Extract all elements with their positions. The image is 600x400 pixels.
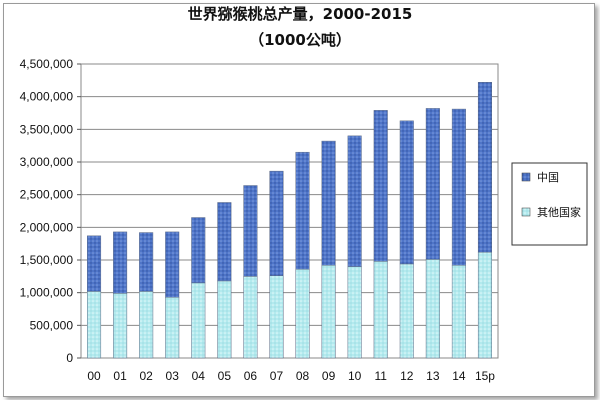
- bar-other-13: [425, 259, 440, 359]
- x-tick-label: 14: [452, 369, 466, 383]
- x-tick-label: 05: [218, 369, 232, 383]
- x-tick-label: 01: [113, 369, 127, 383]
- x-tick-label: 13: [426, 369, 440, 383]
- x-tick-label: 15p: [475, 369, 495, 383]
- bar-china-01: [113, 231, 128, 294]
- bar-china-15p: [477, 82, 492, 253]
- x-tick-label: 08: [296, 369, 310, 383]
- bar-other-00: [87, 291, 102, 359]
- bar-china-12: [399, 120, 414, 265]
- bar-other-05: [217, 280, 232, 359]
- y-tick-label: 0: [66, 351, 73, 365]
- bar-other-15p: [477, 251, 492, 359]
- bar-other-12: [399, 263, 414, 359]
- bar-china-03: [165, 231, 180, 298]
- y-tick-label: 3,500,000: [20, 122, 74, 136]
- x-tick-label: 06: [244, 369, 258, 383]
- y-tick-label: 2,500,000: [20, 188, 74, 202]
- x-tick-label: 03: [166, 369, 180, 383]
- bar-other-04: [191, 282, 206, 359]
- bar-other-06: [243, 276, 258, 359]
- x-tick-label: 00: [87, 369, 101, 383]
- bar-other-09: [321, 264, 336, 359]
- y-tick-label: 1,000,000: [20, 286, 74, 300]
- legend-label: 其他国家: [537, 205, 581, 219]
- bar-other-01: [113, 293, 128, 359]
- chart-title: 世界猕猴桃总产量，2000-2015: [187, 5, 413, 23]
- x-tick-label: 11: [374, 369, 387, 383]
- bar-other-08: [295, 268, 310, 359]
- bar-other-07: [269, 275, 284, 359]
- y-tick-label: 4,000,000: [20, 90, 74, 104]
- bar-china-11: [373, 110, 388, 262]
- bar-other-03: [165, 296, 180, 359]
- x-tick-label: 10: [348, 369, 362, 383]
- bar-china-10: [347, 135, 362, 267]
- x-tick-label: 04: [192, 369, 206, 383]
- bar-other-11: [373, 261, 388, 359]
- bar-china-14: [451, 108, 466, 266]
- bar-china-09: [321, 140, 336, 266]
- bar-other-02: [139, 291, 154, 359]
- legend-swatch: [521, 207, 531, 217]
- bar-other-10: [347, 266, 362, 359]
- bar-china-05: [217, 202, 232, 282]
- legend-label: 中国: [537, 171, 559, 184]
- x-tick-label: 12: [400, 369, 414, 383]
- x-tick-label: 09: [322, 369, 336, 383]
- bar-other-14: [451, 264, 466, 359]
- bar-china-08: [295, 151, 310, 270]
- legend-swatch: [521, 172, 531, 182]
- x-tick-label: 02: [139, 369, 153, 383]
- bar-china-13: [425, 108, 440, 260]
- chart-subtitle: （1000公吨）: [249, 31, 351, 49]
- bar-china-00: [87, 235, 102, 292]
- y-tick-label: 3,000,000: [20, 155, 74, 169]
- y-tick-label: 4,500,000: [20, 57, 74, 71]
- y-tick-label: 1,500,000: [20, 253, 74, 267]
- y-tick-label: 2,000,000: [20, 220, 74, 234]
- bar-china-07: [269, 170, 284, 276]
- x-tick-label: 07: [270, 369, 284, 383]
- y-tick-label: 500,000: [30, 318, 74, 332]
- bar-china-06: [243, 185, 258, 277]
- bar-china-04: [191, 217, 206, 284]
- bar-china-02: [139, 232, 154, 292]
